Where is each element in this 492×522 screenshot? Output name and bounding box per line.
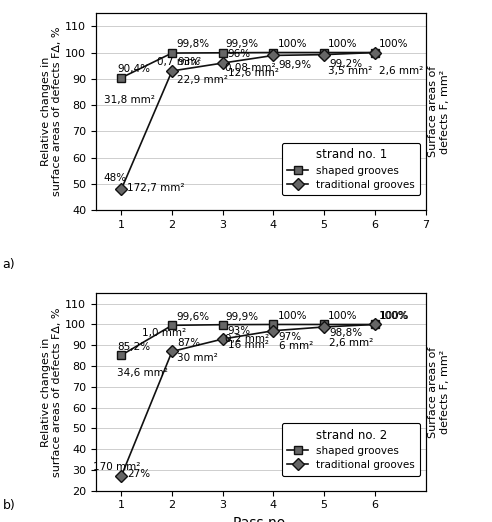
Text: 34,6 mm²: 34,6 mm² [117,367,168,378]
Text: 22,9 mm²: 22,9 mm² [177,75,228,86]
Text: 100%: 100% [379,39,408,49]
Text: 0,08 mm²: 0,08 mm² [225,63,276,73]
Text: 172,7 mm²: 172,7 mm² [127,183,185,193]
Text: 1,0 mm²: 1,0 mm² [142,328,185,338]
Text: 100%: 100% [379,311,408,322]
X-axis label: Pass no.: Pass no. [233,516,289,522]
Text: 31,8 mm²: 31,8 mm² [103,95,154,105]
Text: 12,6 mm²: 12,6 mm² [228,67,278,78]
Text: 98,9%: 98,9% [278,60,311,70]
Y-axis label: Surface areas of
defects F, mm²: Surface areas of defects F, mm² [429,347,450,437]
Y-axis label: Surface areas of
defects F, mm²: Surface areas of defects F, mm² [429,66,450,157]
Text: 100%: 100% [328,311,358,322]
Text: 93%: 93% [177,57,200,67]
Text: 98,8%: 98,8% [329,328,362,338]
Text: 6 mm²: 6 mm² [278,341,313,351]
Text: 99,6%: 99,6% [176,312,209,322]
Text: 100%: 100% [277,311,307,322]
Y-axis label: Relative changes in
surface areas of defects F∆, %: Relative changes in surface areas of def… [41,307,62,477]
Text: 0,7 mm²: 0,7 mm² [157,57,201,67]
Text: 100%: 100% [328,39,358,49]
Text: 2,6 mm²: 2,6 mm² [329,338,373,348]
Legend: shaped grooves, traditional grooves: shaped grooves, traditional grooves [282,423,420,476]
Text: 48%: 48% [103,173,126,183]
Text: 97%: 97% [278,332,302,342]
Text: 27%: 27% [127,469,151,479]
Text: 2,6 mm²: 2,6 mm² [379,66,423,76]
Y-axis label: Relative changes in
surface areas of defects F∆, %: Relative changes in surface areas of def… [41,27,62,196]
Text: 3,5 mm²: 3,5 mm² [328,66,372,76]
Text: 99,8%: 99,8% [176,39,209,49]
Text: 90,4%: 90,4% [117,64,150,74]
Text: 99,9%: 99,9% [225,39,258,49]
Text: 99,2%: 99,2% [329,59,362,69]
Text: 87%: 87% [177,338,200,348]
Text: b): b) [2,499,15,512]
Text: 96%: 96% [228,49,251,59]
Text: 85,2%: 85,2% [117,342,151,352]
Text: 100%: 100% [380,311,409,322]
Text: 93%: 93% [228,326,251,336]
Text: a): a) [2,258,15,271]
Text: 100%: 100% [277,39,307,49]
Text: 99,9%: 99,9% [225,312,258,322]
Text: 0,2 mm²: 0,2 mm² [225,334,270,344]
Text: 30 mm²: 30 mm² [177,353,218,363]
Text: 170 mm²: 170 mm² [93,462,141,472]
Text: 16 mm²: 16 mm² [228,340,269,350]
Legend: shaped grooves, traditional grooves: shaped grooves, traditional grooves [282,143,420,195]
